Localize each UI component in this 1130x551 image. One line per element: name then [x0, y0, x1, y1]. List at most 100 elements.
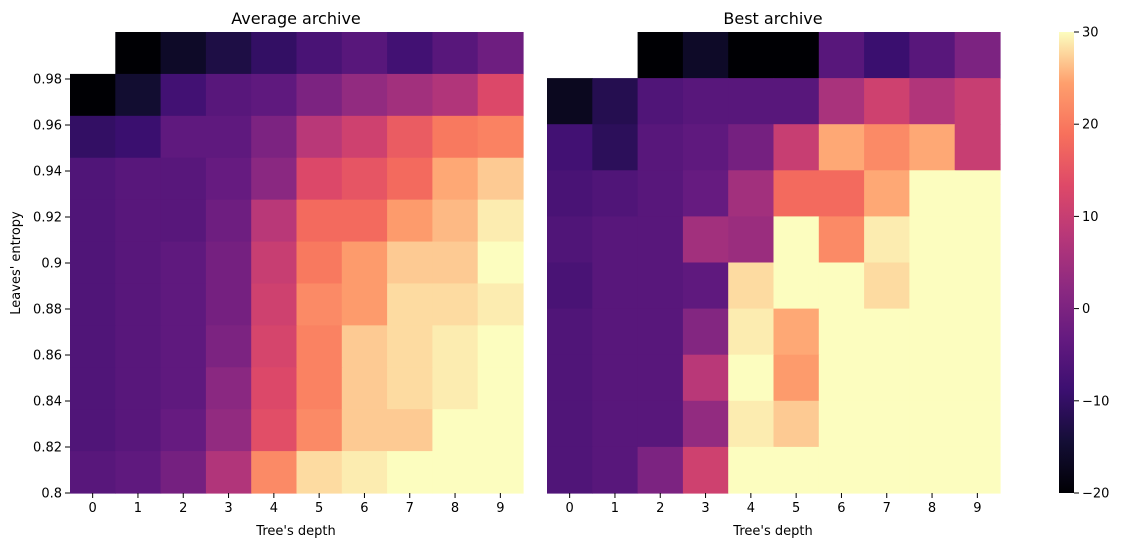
heatmap-cell: [682, 308, 729, 356]
heatmap-cell: [205, 409, 252, 452]
heatmap-cell: [547, 216, 593, 264]
heatmap-cell: [205, 283, 252, 326]
heatmap-cell: [909, 78, 956, 125]
heatmap-cell: [637, 170, 684, 217]
y-tick-label: 0.92: [33, 211, 62, 226]
heatmap-cell: [954, 400, 1001, 448]
colorbar-gradient: [1059, 32, 1074, 493]
heatmap-cell: [160, 409, 207, 452]
heatmap-cell: [728, 262, 775, 310]
heatmap-cell: [205, 241, 252, 285]
heatmap-cell: [115, 283, 162, 326]
heatmap-cell: [864, 78, 910, 125]
heatmap-cell: [818, 32, 865, 79]
heatmap-cell: [477, 409, 524, 452]
heatmap-cell: [296, 32, 343, 75]
x-tick-label: 6: [360, 501, 368, 516]
heatmap-cell: [818, 400, 865, 448]
heatmap-cell: [682, 216, 729, 264]
heatmap-cell: [818, 216, 865, 264]
heatmap-cell: [251, 367, 298, 410]
y-tick-label: 0.8: [41, 487, 62, 502]
heatmap-cell: [818, 78, 865, 125]
heatmap-cell: [432, 367, 479, 410]
heatmap-cell: [773, 354, 820, 402]
heatmap-cell: [115, 73, 162, 117]
heatmap-cell: [296, 199, 343, 243]
heatmap-cell: [477, 451, 524, 494]
heatmap-cell: [954, 124, 1001, 171]
y-tick-label: 0.9: [41, 257, 62, 272]
heatmap-cell: [205, 73, 252, 117]
heatmap-cell: [909, 308, 956, 356]
heatmap-cell: [296, 409, 343, 452]
best-archive-xlabel: Tree's depth: [732, 524, 812, 539]
heatmap-cell: [432, 451, 479, 494]
heatmap-cell: [637, 308, 684, 356]
x-tick-label: 0: [566, 501, 574, 516]
heatmap-cell: [547, 446, 593, 494]
heatmap-cell: [115, 32, 162, 75]
heatmap-cell: [477, 241, 524, 285]
heatmap-cell: [909, 216, 956, 264]
heatmap-cell: [387, 325, 433, 368]
heatmap-cell: [773, 262, 820, 310]
heatmap-cell: [592, 170, 639, 217]
average-archive-xlabel: Tree's depth: [255, 524, 335, 539]
heatmap-cell: [432, 325, 479, 368]
heatmap-cell: [115, 409, 162, 452]
heatmap-cell: [954, 262, 1001, 310]
heatmap-cell: [341, 115, 388, 159]
heatmap-cell: [477, 199, 524, 243]
heatmap-cell: [296, 451, 343, 494]
heatmap-cell: [160, 73, 207, 117]
x-tick-label: 6: [837, 501, 845, 516]
heatmap-cell: [432, 283, 479, 326]
heatmap-cell: [728, 354, 775, 402]
heatmap-cell: [115, 115, 162, 159]
x-tick-label: 4: [747, 501, 755, 516]
heatmap-cell: [954, 446, 1001, 494]
heatmap-cell: [864, 400, 910, 448]
heatmap-cell: [115, 199, 162, 243]
x-tick-label: 5: [315, 501, 323, 516]
x-tick-label: 3: [701, 501, 709, 516]
heatmap-cell: [115, 367, 162, 410]
x-tick-label: 8: [451, 501, 459, 516]
average-archive-panel: Average archive 0 1 2 3 4 5 6 7 8 9 0.8 0.82 0.84 0.8…: [9, 9, 524, 539]
heatmap-cell: [387, 367, 433, 410]
heatmap-cell: [909, 400, 956, 448]
heatmap-cell: [251, 241, 298, 285]
y-tick-label: 0.96: [33, 119, 62, 134]
heatmap-cell: [251, 409, 298, 452]
heatmap-cell: [70, 409, 116, 452]
heatmap-cell: [296, 115, 343, 159]
heatmap-cell: [773, 32, 820, 79]
heatmap-cell: [251, 451, 298, 494]
heatmap-cell: [592, 78, 639, 125]
heatmap-cell: [70, 157, 116, 201]
heatmap-cell: [682, 32, 729, 79]
heatmap-cell: [296, 367, 343, 410]
heatmap-cell: [637, 400, 684, 448]
heatmap-cell: [70, 325, 116, 368]
heatmap-cell: [70, 73, 116, 117]
heatmap-cell: [387, 32, 433, 75]
heatmap-cell: [341, 73, 388, 117]
colorbar-tick-label: 10: [1082, 210, 1099, 225]
heatmap-cell: [477, 32, 524, 75]
heatmap-cell: [477, 325, 524, 368]
heatmap-cell: [70, 241, 116, 285]
heatmap-cell: [341, 241, 388, 285]
heatmap-cell: [160, 32, 207, 75]
heatmap-cell: [432, 115, 479, 159]
heatmap-cell: [547, 78, 593, 125]
heatmap-cell: [909, 170, 956, 217]
heatmap-cell: [547, 354, 593, 402]
heatmap-cell: [682, 262, 729, 310]
heatmap-cell: [205, 32, 252, 75]
heatmap-cell: [818, 262, 865, 310]
x-tick-label: 2: [179, 501, 187, 516]
heatmap-cell: [296, 73, 343, 117]
heatmap-cell: [773, 308, 820, 356]
